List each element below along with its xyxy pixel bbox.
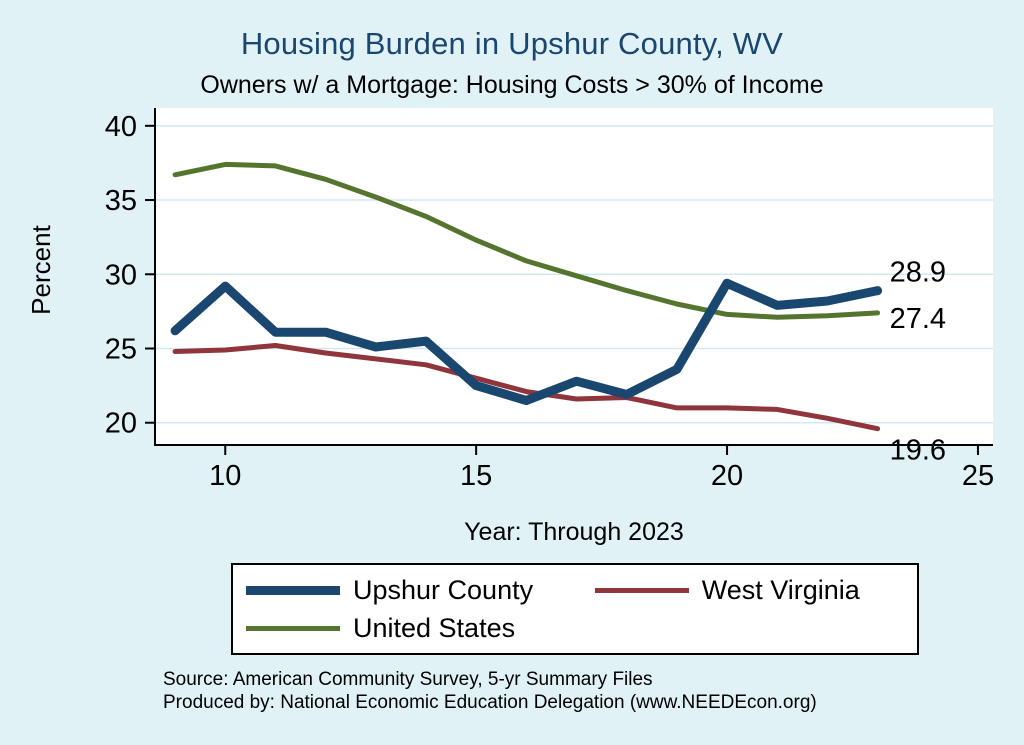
x-tick-label: 20 [711, 460, 743, 492]
legend-item-united-states: United States [246, 613, 595, 644]
legend-item-west-virginia: West Virginia [594, 574, 904, 606]
y-tick-label: 25 [105, 334, 137, 366]
y-tick-label: 35 [105, 185, 137, 217]
legend-label-west-virginia: West Virginia [701, 574, 860, 605]
y-axis-title: Percent [26, 225, 56, 315]
y-tick-label: 30 [105, 259, 137, 291]
legend-swatch-upshur-county [246, 585, 340, 595]
chart-title: Housing Burden in Upshur County, WV [240, 26, 784, 61]
end-label-upshur-county: 28.9 [890, 257, 946, 289]
legend-label-upshur-county: Upshur County [353, 574, 534, 605]
x-tick-label: 25 [962, 460, 994, 492]
source-notes: Source: American Community Survey, 5-yr … [163, 668, 817, 714]
y-tick-label: 20 [105, 408, 137, 440]
x-tick-label: 15 [460, 460, 492, 492]
produced-by-line: Produced by: National Economic Education… [163, 692, 817, 713]
x-tick-label: 10 [209, 460, 241, 492]
series-line-upshur-county [170, 278, 883, 405]
end-label-west-virginia: 19.6 [890, 435, 946, 467]
legend-item-upshur-county: Upshur County [246, 575, 595, 606]
chart-subtitle: Owners w/ a Mortgage: Housing Costs > 30… [200, 71, 824, 99]
legend-swatch-united-states [246, 625, 340, 631]
source-line: Source: American Community Survey, 5-yr … [163, 669, 653, 690]
y-tick-label: 40 [105, 111, 137, 143]
x-axis-title: Year: Through 2023 [464, 518, 684, 546]
legend-swatch-west-virginia [594, 587, 689, 593]
end-label-united-states: 27.4 [890, 303, 946, 335]
series-line-west-virginia [172, 343, 881, 432]
legend-label-united-states: United States [353, 612, 516, 643]
series-line-united-states [172, 161, 881, 320]
legend: Upshur County West Virginia United State… [231, 563, 919, 655]
